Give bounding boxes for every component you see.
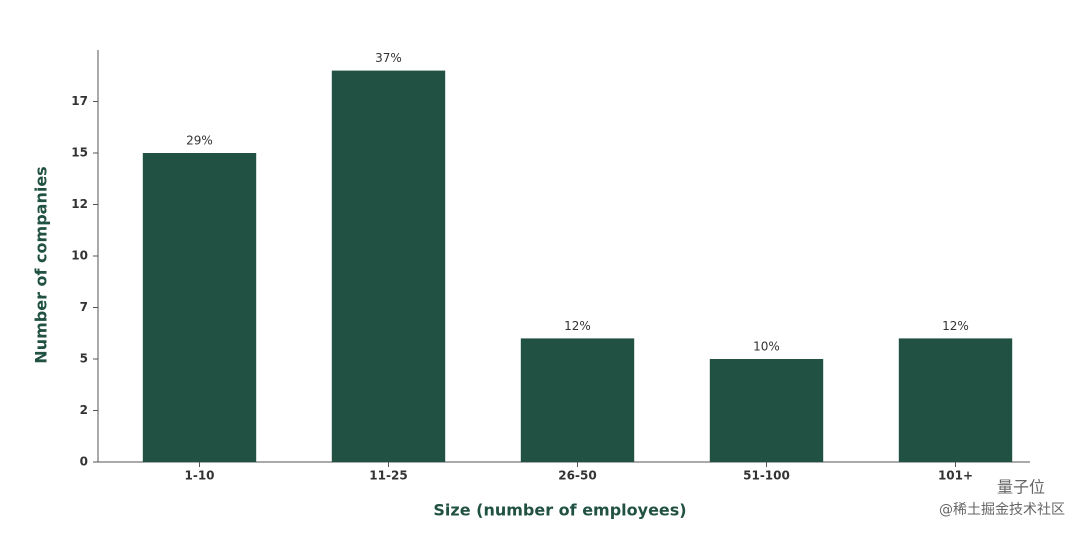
x-tick-label: 26-50: [558, 469, 596, 483]
data-label: 12%: [564, 319, 591, 333]
y-axis-title: Number of companies: [32, 166, 51, 363]
bar: [520, 338, 635, 462]
bar: [331, 70, 446, 462]
y-tick-label: 7: [80, 300, 88, 314]
y-tick-label: 17: [71, 94, 88, 108]
data-label: 12%: [942, 319, 969, 333]
watermark-source: @稀土掘金技术社区: [939, 502, 1065, 518]
y-tick-label: 10: [71, 249, 88, 263]
watermark-brand: 量子位: [997, 478, 1045, 497]
y-tick-label: 2: [80, 403, 88, 417]
x-axis-title: Size (number of employees): [433, 501, 686, 520]
y-tick-label: 12: [71, 197, 88, 211]
bar: [142, 153, 257, 462]
y-tick-label: 15: [71, 146, 88, 160]
y-tick-label: 0: [80, 455, 88, 469]
data-label: 37%: [375, 51, 402, 65]
x-tick-label: 1-10: [184, 469, 214, 483]
x-tick-label: 101+: [938, 469, 973, 483]
y-tick-label: 5: [80, 352, 88, 366]
x-tick-label: 11-25: [369, 469, 407, 483]
bar: [709, 359, 824, 462]
data-label: 29%: [186, 134, 213, 148]
x-tick-label: 51-100: [743, 469, 790, 483]
data-label: 10%: [753, 340, 780, 354]
bar: [898, 338, 1013, 462]
